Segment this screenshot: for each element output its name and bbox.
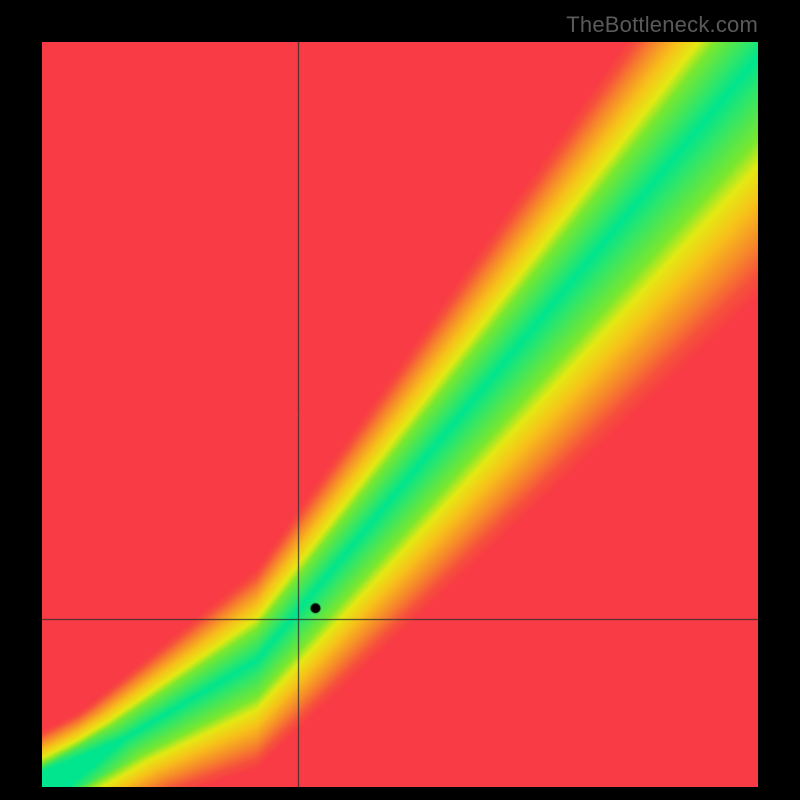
crosshair-overlay	[42, 42, 758, 787]
watermark-text: TheBottleneck.com	[566, 12, 758, 38]
